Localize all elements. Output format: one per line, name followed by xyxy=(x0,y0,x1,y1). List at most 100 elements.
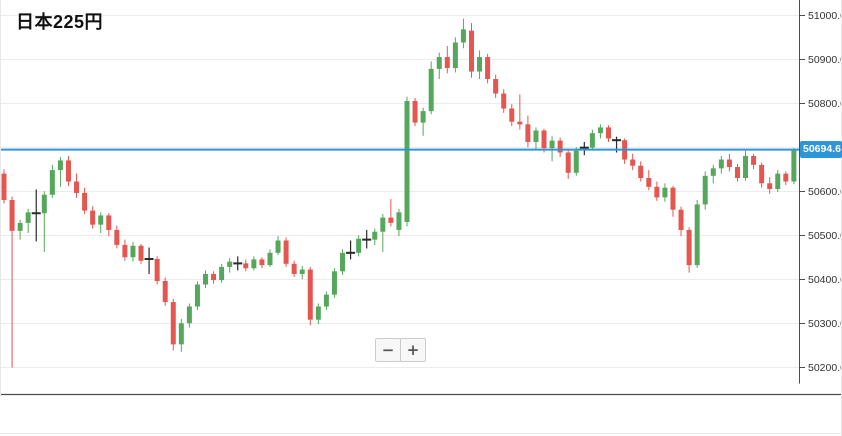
candle-body xyxy=(477,57,483,72)
candle-body xyxy=(219,266,225,281)
candle-body xyxy=(444,57,450,69)
candle-body xyxy=(114,229,120,245)
doji-tick xyxy=(362,238,372,241)
candle-body xyxy=(767,183,773,190)
candle-body xyxy=(65,160,71,182)
y-axis-label: 50500.0 xyxy=(808,230,842,242)
candle-body xyxy=(485,57,491,80)
candle-body xyxy=(468,30,474,72)
candle-body xyxy=(251,259,257,269)
candle-body xyxy=(356,238,362,253)
zoom-controls: − + xyxy=(375,338,426,362)
candle-body xyxy=(694,204,700,266)
candle-body xyxy=(194,284,200,307)
doji-tick xyxy=(144,257,154,260)
candle-body xyxy=(74,181,80,193)
candle-body xyxy=(775,173,781,190)
candle-body xyxy=(436,57,442,69)
y-axis-label: 50400.0 xyxy=(808,274,842,286)
last-price-tag: 50694.6 xyxy=(800,141,842,158)
candle-body xyxy=(98,215,104,225)
doji-tick xyxy=(346,251,356,254)
candle-body xyxy=(428,68,434,112)
candle-body xyxy=(9,200,15,231)
candle-body xyxy=(404,101,410,223)
zoom-out-button[interactable]: − xyxy=(375,338,401,362)
candle-body xyxy=(203,273,208,285)
candle-body xyxy=(25,212,31,223)
candle-body xyxy=(678,209,684,230)
candle-body xyxy=(388,217,394,223)
candle-body xyxy=(533,130,539,142)
candle-body xyxy=(1,173,7,201)
candle-body xyxy=(283,240,289,264)
candle-body xyxy=(299,269,305,274)
y-axis-label: 50800.0 xyxy=(808,98,842,110)
candle-body xyxy=(589,133,595,148)
candle-body xyxy=(783,173,789,182)
candle-body xyxy=(17,222,23,231)
candle-body xyxy=(211,273,217,281)
left-border xyxy=(0,0,1,395)
candle-body xyxy=(501,93,507,109)
candle-body xyxy=(340,252,346,272)
candle-body xyxy=(331,271,337,295)
candle-body xyxy=(138,245,144,261)
candle-body xyxy=(718,159,724,169)
candle-body xyxy=(751,156,757,165)
candle-body xyxy=(122,244,128,258)
candle-body xyxy=(275,240,281,253)
zoom-in-button[interactable]: + xyxy=(400,338,426,362)
candle-body xyxy=(41,194,47,214)
candle-body xyxy=(259,259,265,266)
candle-body xyxy=(565,152,571,173)
candle-body xyxy=(638,165,644,179)
candle-body xyxy=(557,140,563,153)
candle-body xyxy=(243,263,249,269)
candle-body xyxy=(702,175,708,205)
candle-body xyxy=(509,108,515,122)
candle-body xyxy=(606,127,611,139)
candle-body xyxy=(452,42,458,69)
candle-body xyxy=(630,159,636,166)
candle-body xyxy=(291,263,297,274)
bottom-divider xyxy=(0,433,842,434)
candle-body xyxy=(541,130,547,149)
candle-body xyxy=(186,306,192,324)
candle-body xyxy=(597,127,603,134)
candle-body xyxy=(82,192,88,211)
candle-body xyxy=(323,294,329,307)
candle-body xyxy=(726,159,732,168)
y-axis-label: 51000.0 xyxy=(808,10,842,22)
candle-body xyxy=(686,229,692,266)
candle-body xyxy=(743,156,749,179)
candle-body xyxy=(162,280,168,303)
candle-body xyxy=(227,261,233,267)
doji-tick xyxy=(579,146,589,149)
candle-body xyxy=(662,187,668,198)
candle-body xyxy=(178,323,184,345)
candle-body xyxy=(396,212,402,230)
candle-body xyxy=(170,302,176,345)
candle-body xyxy=(573,150,579,173)
candle-body xyxy=(106,215,112,230)
y-axis-label: 50200.0 xyxy=(808,362,842,374)
candle-body xyxy=(759,164,765,184)
candle-body xyxy=(154,258,160,281)
candle-body xyxy=(791,149,797,182)
doji-tick xyxy=(31,212,41,215)
candle-body xyxy=(57,160,63,171)
y-axis-label: 50900.0 xyxy=(808,54,842,66)
candle-body xyxy=(130,245,136,258)
candle-body xyxy=(710,168,716,176)
candle-body xyxy=(420,111,426,123)
candle-body xyxy=(549,140,555,149)
candle-body xyxy=(525,124,531,142)
candle-body xyxy=(90,210,96,225)
candle-body xyxy=(646,178,652,187)
candle-body xyxy=(517,121,523,125)
y-axis-label: 50600.0 xyxy=(808,186,842,198)
candle-body xyxy=(493,79,499,94)
